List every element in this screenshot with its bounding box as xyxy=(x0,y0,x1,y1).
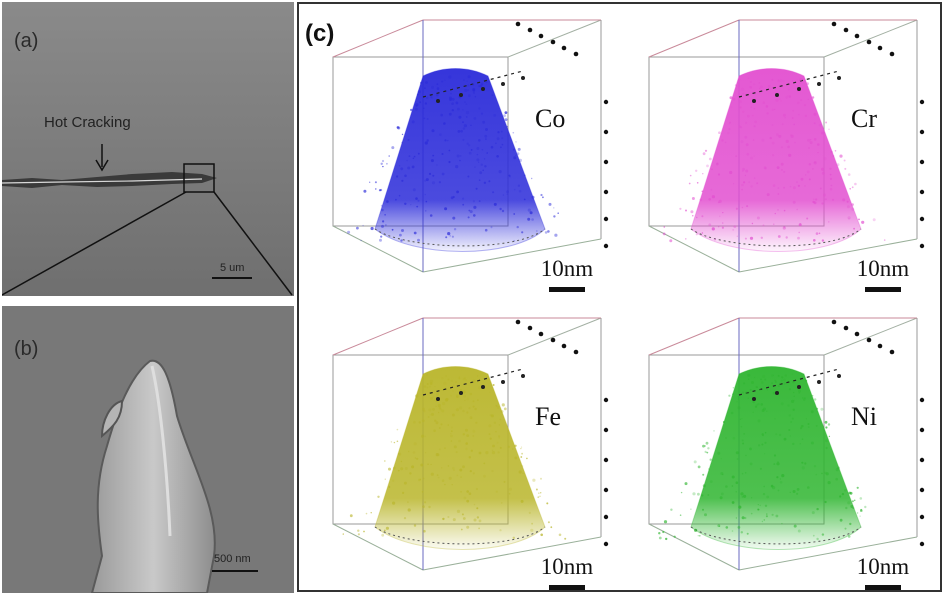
scalebar-text-ni: 10nm xyxy=(847,554,919,580)
map-tile-cr: Cr 10nm xyxy=(629,14,929,296)
sem-crack-image xyxy=(2,2,294,296)
panel-a-sem-image: (a) Hot Cracking 5 um xyxy=(2,2,294,296)
scalebar-text-cr: 10nm xyxy=(847,256,919,282)
apt-reconstruction-fe xyxy=(313,312,613,592)
scalebar-a-text: 5 um xyxy=(220,262,244,274)
apt-reconstruction-co xyxy=(313,14,613,296)
map-tile-fe: Fe 10nm xyxy=(313,312,613,592)
map-tile-ni: Ni 10nm xyxy=(629,312,929,592)
element-label-fe: Fe xyxy=(535,402,561,432)
panel-a-label: (a) xyxy=(14,30,38,53)
element-label-co: Co xyxy=(535,104,565,134)
map-tile-co: Co 10nm xyxy=(313,14,613,296)
panel-b-sem-image: (b) 500 nm xyxy=(2,306,294,593)
scalebar-co xyxy=(549,287,585,292)
apt-reconstruction-cr xyxy=(629,14,929,296)
hot-cracking-annotation: Hot Cracking xyxy=(44,114,131,131)
element-label-cr: Cr xyxy=(851,104,877,134)
sem-tip-image xyxy=(2,306,294,593)
scalebar-cr xyxy=(865,287,901,292)
element-label-ni: Ni xyxy=(851,402,877,432)
scalebar-text-co: 10nm xyxy=(531,256,603,282)
scalebar-b-text: 500 nm xyxy=(214,553,251,565)
panel-b-label: (b) xyxy=(14,338,38,361)
panel-c-apt-maps: (c) Co 10nm xyxy=(297,2,942,592)
scalebar-fe xyxy=(549,585,585,590)
scalebar-ni xyxy=(865,585,901,590)
apt-reconstruction-ni xyxy=(629,312,929,592)
scalebar-text-fe: 10nm xyxy=(531,554,603,580)
